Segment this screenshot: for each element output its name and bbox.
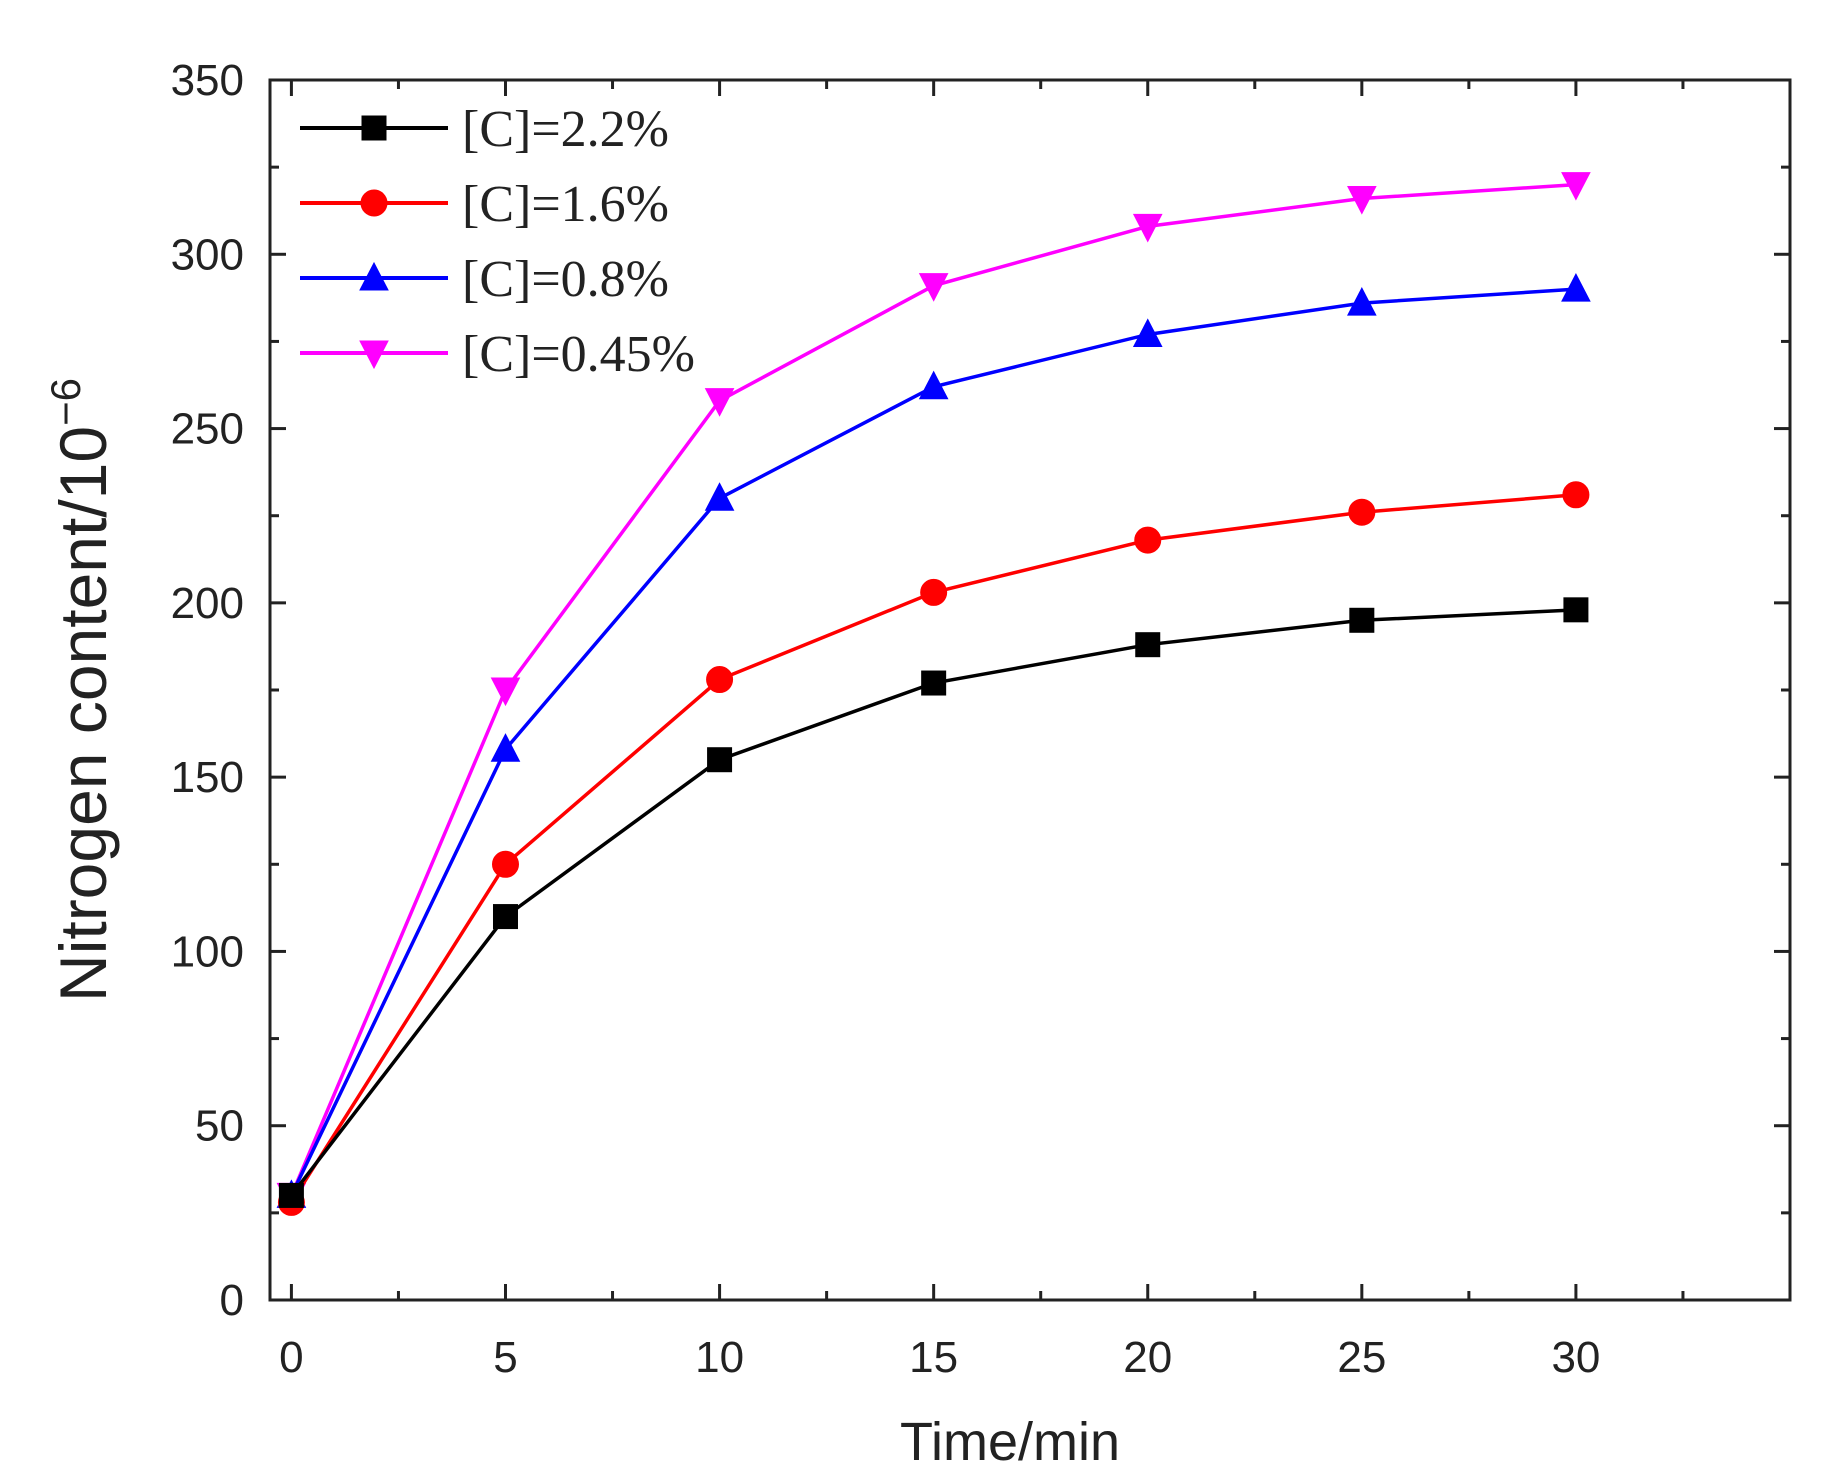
data-point	[491, 850, 519, 878]
x-tick-label: 20	[1123, 1333, 1172, 1382]
axis-ticks	[270, 78, 1790, 1302]
data-point	[704, 388, 735, 417]
x-tick-label: 10	[695, 1333, 744, 1382]
legend-entry: [C]=2.2%	[300, 101, 669, 158]
data-point	[490, 733, 521, 762]
legend-entry: [C]=0.8%	[300, 251, 669, 308]
data-point	[704, 482, 735, 511]
data-point	[920, 578, 948, 606]
y-axis-title: Nitrogen content/10−6	[42, 378, 120, 1002]
legend-marker	[359, 261, 389, 291]
data-point	[1562, 481, 1590, 509]
legend-marker	[361, 115, 387, 141]
series-c-1-6	[277, 481, 1590, 1216]
legend-marker	[359, 340, 389, 370]
data-point	[918, 273, 949, 302]
x-tick-label: 30	[1551, 1333, 1600, 1382]
y-tick-label: 200	[171, 579, 244, 628]
legend-label: [C]=0.8%	[462, 251, 669, 308]
x-axis-title: Time/min	[900, 1412, 1120, 1472]
data-point	[1563, 597, 1589, 623]
data-point	[706, 666, 734, 694]
data-point	[492, 904, 518, 930]
series-c-2-2	[278, 597, 1589, 1208]
data-point	[1349, 607, 1375, 633]
data-point	[1135, 632, 1161, 658]
legend-label: [C]=0.45%	[462, 326, 695, 383]
legend-label: [C]=1.6%	[462, 176, 669, 233]
y-tick-label: 150	[171, 753, 244, 802]
y-tick-label: 350	[171, 56, 244, 105]
data-point	[707, 747, 733, 773]
y-tick-label: 300	[171, 230, 244, 279]
data-point	[1132, 213, 1163, 243]
y-tick-labels: 0 50 100 150 200 250 300 350	[171, 56, 244, 1325]
y-axis-title-main: Nitrogen content/10	[46, 426, 120, 1002]
series-layer	[276, 172, 1591, 1216]
legend-entry: [C]=1.6%	[300, 176, 669, 233]
legend-label: [C]=2.2%	[462, 101, 669, 158]
legend-entry: [C]=0.45%	[300, 326, 695, 383]
legend-marker	[360, 189, 388, 217]
y-tick-label: 250	[171, 405, 244, 454]
x-tick-label: 15	[909, 1333, 958, 1382]
data-point	[921, 670, 947, 696]
x-tick-label: 0	[279, 1333, 303, 1382]
series-line	[290, 608, 1577, 1197]
data-point	[1348, 498, 1376, 526]
data-point	[1347, 186, 1377, 215]
data-point	[1561, 172, 1591, 201]
data-point	[1132, 318, 1163, 347]
y-tick-label: 50	[195, 1102, 244, 1151]
series-c-0-8	[276, 273, 1591, 1208]
y-tick-label: 0	[220, 1276, 244, 1325]
data-point	[278, 1182, 304, 1208]
data-point	[490, 677, 521, 707]
y-axis-title-exponent: −6	[42, 378, 89, 426]
x-tick-labels: 0 5 10 15 20 25 30	[279, 1333, 1600, 1382]
legend: [C]=2.2% [C]=1.6% [C]=0.8% [C]=0.45%	[300, 101, 695, 383]
data-point	[1561, 273, 1591, 302]
data-point	[1134, 526, 1162, 554]
x-tick-label: 25	[1337, 1333, 1386, 1382]
y-tick-label: 100	[171, 927, 244, 976]
data-point	[918, 370, 949, 400]
x-tick-label: 5	[493, 1333, 517, 1382]
data-point	[1347, 286, 1377, 316]
